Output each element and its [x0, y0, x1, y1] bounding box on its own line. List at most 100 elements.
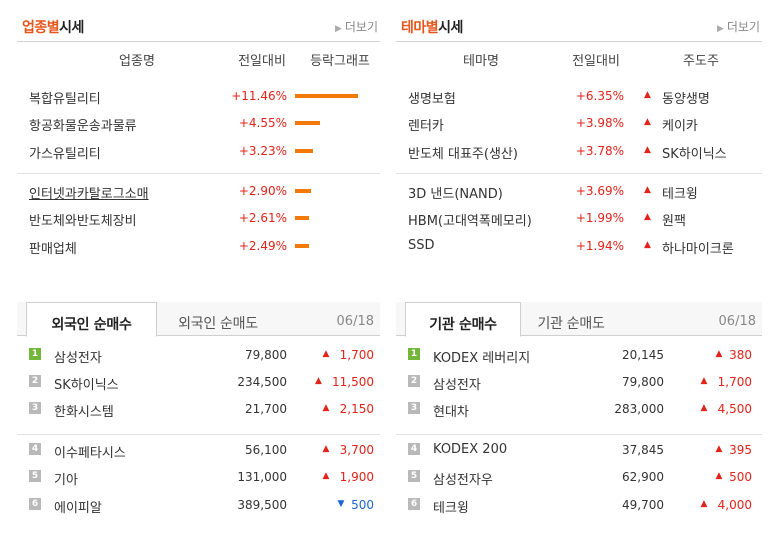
theme-rate: +6.35% [575, 89, 624, 103]
stock-name[interactable]: KODEX 200 [433, 442, 508, 457]
theme-divider [396, 173, 762, 174]
institution-rank-row[interactable]: 6 테크윙 49,700 ▲ 4,000 [396, 494, 762, 516]
sector-bar [295, 94, 358, 98]
triangle-up-icon: ▲ [700, 499, 708, 509]
sector-name[interactable]: 항공화물운송과물류 [29, 119, 137, 134]
rank-badge: 6 [29, 498, 41, 510]
institution-rank-row[interactable]: 4 KODEX 200 37,845 ▲ 395 [396, 439, 762, 461]
sector-rate: +3.23% [238, 144, 287, 158]
theme-lead-stock[interactable]: 케이카 [662, 119, 698, 134]
tab-institution-sell[interactable]: 기관 순매도 [537, 316, 605, 332]
foreign-rank-row[interactable]: 3 한화시스템 21,700 ▲ 2,150 [17, 398, 380, 420]
foreign-rank-row[interactable]: 6 에이피알 389,500 ▼ 500 [17, 494, 380, 516]
theme-lead-stock[interactable]: 원팩 [662, 214, 686, 229]
col-sector-rate: 전일대비 [238, 54, 286, 69]
stock-name[interactable]: 기아 [54, 473, 78, 488]
stock-change: 11,500 [332, 375, 374, 389]
stock-name[interactable]: 한화시스템 [54, 405, 114, 420]
theme-row[interactable]: SSD +1.94% ▲ 하나마이크론 [396, 235, 762, 257]
stock-change: 380 [729, 348, 752, 362]
sector-panel: 업종별시세 ▶ 더보기 업종명 전일대비 등락그래프 복합유틸리티 +11.46% 항… [17, 6, 380, 276]
foreign-panel: 외국인 순매수 외국인 순매도 06/18 1 삼성전자 79,800 ▲ 1,700 2… [17, 0, 380, 533]
theme-name[interactable]: HBM(고대역폭메모리) [408, 214, 532, 229]
foreign-rank-row[interactable]: 1 삼성전자 79,800 ▲ 1,700 [17, 344, 380, 366]
theme-name[interactable]: 렌터카 [408, 119, 444, 134]
stock-name[interactable]: 이수페타시스 [54, 446, 126, 461]
theme-lead-stock[interactable]: 동양생명 [662, 92, 710, 107]
foreign-rank-row[interactable]: 2 SK하이닉스 234,500 ▲ 11,500 [17, 371, 380, 393]
tab-foreign-sell[interactable]: 외국인 순매도 [178, 316, 258, 332]
chevron-right-icon: ▶ [334, 24, 342, 34]
theme-lead-stock[interactable]: 테크윙 [662, 187, 698, 202]
chevron-right-icon: ▶ [716, 24, 724, 34]
theme-lead-stock[interactable]: 하나마이크론 [662, 242, 734, 257]
institution-rank-row[interactable]: 2 삼성전자 79,800 ▲ 1,700 [396, 371, 762, 393]
institution-tabs: 기관 순매수 기관 순매도 06/18 [396, 302, 762, 337]
sector-row[interactable]: 항공화물운송과물류 +4.55% [17, 112, 380, 134]
institution-panel: 기관 순매수 기관 순매도 06/18 1 KODEX 레버리지 20,145 ▲ 38… [396, 0, 762, 533]
rank-badge: 2 [408, 375, 420, 387]
stock-price: 56,100 [245, 443, 287, 457]
sector-more-link[interactable]: ▶ 더보기 [334, 20, 378, 34]
tab-foreign-buy[interactable]: 외국인 순매수 [26, 302, 157, 337]
stock-price: 79,800 [245, 348, 287, 362]
theme-name[interactable]: 생명보험 [408, 92, 456, 107]
sector-row[interactable]: 가스유틸리티 +3.23% [17, 140, 380, 162]
stock-price: 131,000 [237, 470, 287, 484]
stock-name[interactable]: KODEX 레버리지 [433, 351, 531, 366]
theme-row[interactable]: 반도체 대표주(생산) +3.78% ▲ SK하이닉스 [396, 140, 762, 162]
theme-row[interactable]: 3D 낸드(NAND) +3.69% ▲ 테크윙 [396, 180, 762, 202]
sector-name[interactable]: 가스유틸리티 [29, 147, 101, 162]
theme-row[interactable]: 렌터카 +3.98% ▲ 케이카 [396, 112, 762, 134]
stock-change: 1,700 [339, 348, 374, 362]
foreign-rank-row[interactable]: 4 이수페타시스 56,100 ▲ 3,700 [17, 439, 380, 461]
institution-rank-row[interactable]: 5 삼성전자우 62,900 ▲ 500 [396, 466, 762, 488]
sector-name[interactable]: 반도체와반도체장비 [29, 214, 137, 229]
institution-rank-row[interactable]: 3 현대차 283,000 ▲ 4,500 [396, 398, 762, 420]
stock-name[interactable]: 현대차 [433, 405, 469, 420]
theme-lead-stock[interactable]: SK하이닉스 [662, 147, 727, 162]
sector-row[interactable]: 판매업체 +2.49% [17, 235, 380, 257]
tab-institution-buy[interactable]: 기관 순매수 [405, 302, 521, 337]
rank-badge: 1 [29, 348, 41, 360]
stock-price: 389,500 [237, 498, 287, 512]
stock-price: 21,700 [245, 402, 287, 416]
stock-name[interactable]: 삼성전자 [433, 378, 481, 393]
theme-row[interactable]: 생명보험 +6.35% ▲ 동양생명 [396, 85, 762, 107]
stock-name[interactable]: 삼성전자 [54, 351, 102, 366]
triangle-up-icon: ▲ [715, 349, 723, 359]
sector-name[interactable]: 판매업체 [29, 242, 77, 257]
stock-name[interactable]: 테크윙 [433, 501, 469, 516]
theme-more-link[interactable]: ▶ 더보기 [716, 20, 760, 34]
triangle-up-icon: ▲ [644, 117, 651, 127]
triangle-up-icon: ▲ [644, 90, 651, 100]
theme-rate: +3.98% [575, 116, 624, 130]
theme-name[interactable]: 반도체 대표주(생산) [408, 147, 518, 162]
stock-price: 20,145 [622, 348, 664, 362]
triangle-up-icon: ▲ [644, 212, 651, 222]
theme-title[interactable]: 테마별시세 [401, 20, 463, 36]
stock-name[interactable]: 에이피알 [54, 501, 102, 516]
theme-name[interactable]: SSD [408, 238, 435, 253]
stock-change: 4,000 [717, 498, 752, 512]
theme-rate: +3.69% [575, 184, 624, 198]
col-sector-graph: 등락그래프 [310, 54, 370, 69]
sector-rate: +2.61% [238, 211, 287, 225]
institution-rank-row[interactable]: 1 KODEX 레버리지 20,145 ▲ 380 [396, 344, 762, 366]
theme-row[interactable]: HBM(고대역폭메모리) +1.99% ▲ 원팩 [396, 207, 762, 229]
sector-name[interactable]: 인터넷과카탈로그소매 [29, 187, 149, 202]
sector-title[interactable]: 업종별시세 [22, 20, 84, 36]
foreign-rank-row[interactable]: 5 기아 131,000 ▲ 1,900 [17, 466, 380, 488]
theme-rate: +1.99% [575, 211, 624, 225]
stock-price: 49,700 [622, 498, 664, 512]
theme-name[interactable]: 3D 낸드(NAND) [408, 187, 503, 202]
sector-row[interactable]: 복합유틸리티 +11.46% [17, 85, 380, 107]
stock-name[interactable]: SK하이닉스 [54, 378, 119, 393]
sector-name[interactable]: 복합유틸리티 [29, 92, 101, 107]
stock-name[interactable]: 삼성전자우 [433, 473, 493, 488]
sector-row[interactable]: 반도체와반도체장비 +2.61% [17, 207, 380, 229]
theme-rate: +1.94% [575, 239, 624, 253]
sector-row[interactable]: 인터넷과카탈로그소매 +2.90% [17, 180, 380, 202]
theme-panel: 테마별시세 ▶ 더보기 테마명 전일대비 주도주 생명보험 +6.35% ▲ 동양생명 렌… [396, 6, 762, 276]
sector-header: 업종별시세 ▶ 더보기 [17, 6, 380, 42]
